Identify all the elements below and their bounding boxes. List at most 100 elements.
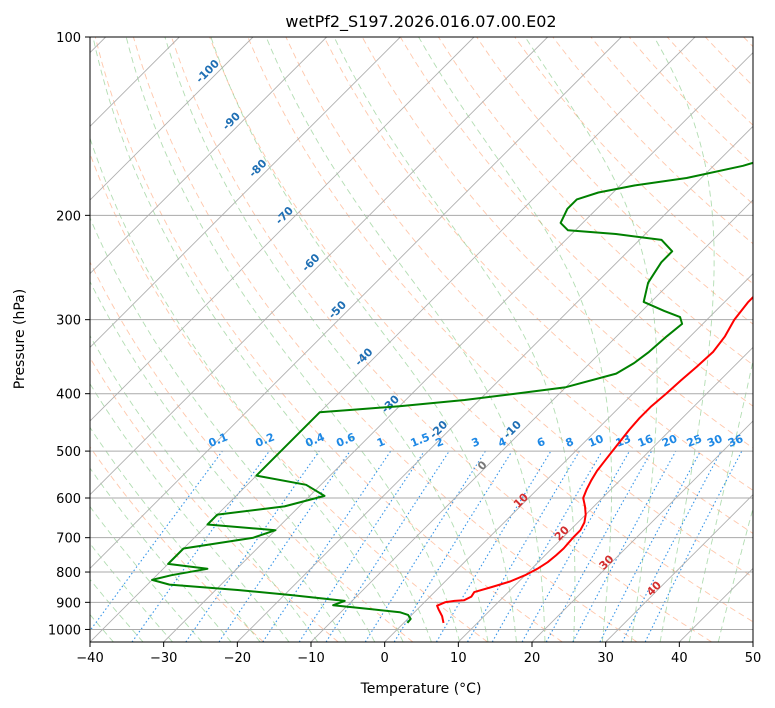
isotherm-line xyxy=(90,37,401,348)
mixing-ratio-line xyxy=(521,450,630,642)
isotherm-line xyxy=(310,199,753,642)
dry-adiabat-line xyxy=(247,37,753,578)
mixing-ratio-label: 0.2 xyxy=(254,431,277,450)
moist-adiabat-line xyxy=(90,426,261,642)
isotherm-line xyxy=(90,37,548,496)
axis-ticks: −40 −30 −20 −10 0 10 20 30 40 5010020030040050060… xyxy=(48,31,761,666)
mixing-ratio-line xyxy=(545,450,653,642)
dry-adiabat-line xyxy=(90,356,339,642)
dry-adiabat-line xyxy=(171,37,712,642)
mixing-ratio-line xyxy=(218,450,351,642)
temperature-profile-line xyxy=(436,295,753,624)
mixing-ratio-label: 8 xyxy=(564,435,576,450)
isotherm-label: -20 xyxy=(427,418,450,441)
isotherm-line xyxy=(679,567,753,642)
x-tick-label: 50 xyxy=(745,651,762,666)
mixing-ratio-line xyxy=(325,450,450,642)
mixing-ratio-label: 2 xyxy=(433,435,445,450)
x-tick-label: −30 xyxy=(150,651,177,666)
x-tick-label: −40 xyxy=(76,651,103,666)
mixing-ratio-line xyxy=(131,450,270,642)
x-tick-label: 30 xyxy=(597,651,614,666)
isotherm-line xyxy=(237,125,753,642)
mixing-ratio-label: 10 xyxy=(586,432,605,450)
moist-adiabat-line xyxy=(92,37,432,642)
mixing-ratio-line xyxy=(185,450,320,642)
isotherm-label: -40 xyxy=(352,345,375,368)
y-tick-label: 500 xyxy=(56,445,81,460)
mixing-ratio-line xyxy=(262,450,392,642)
moist-adiabat-line xyxy=(164,37,489,642)
moist-adiabat-label: 40 xyxy=(644,578,664,598)
profile-lines xyxy=(151,161,753,624)
isotherm-line xyxy=(605,494,753,642)
isotherm-label: -70 xyxy=(273,204,296,227)
x-tick-label: 20 xyxy=(524,651,541,666)
moist-adiabat-line xyxy=(90,542,173,642)
x-tick-label: 40 xyxy=(671,651,688,666)
isotherm-line xyxy=(90,37,254,201)
x-tick-label: −20 xyxy=(224,651,251,666)
moist-adiabat-label: 20 xyxy=(552,523,572,543)
dry-adiabat-line xyxy=(94,37,563,642)
moist-adiabat-line xyxy=(418,37,613,642)
mixing-ratio-line xyxy=(599,450,701,642)
x-tick-label: −10 xyxy=(297,651,324,666)
dry-adiabat-line xyxy=(209,37,753,623)
moist-adiabat-line xyxy=(90,578,144,642)
moist-adiabat-line xyxy=(524,37,658,642)
isotherm-label: -100 xyxy=(193,57,222,86)
moist-adiabat-line xyxy=(90,136,404,642)
dry-adiabat-line xyxy=(90,446,264,642)
mixing-ratio-label: 36 xyxy=(726,432,745,450)
y-tick-label: 100 xyxy=(56,31,81,46)
mixing-ratio-label: 0.4 xyxy=(304,430,327,449)
isotherm-label: -30 xyxy=(379,392,402,415)
mixing-ratio-line xyxy=(644,450,743,642)
moist-adiabat-line xyxy=(210,37,517,642)
dry-adiabat-line xyxy=(704,37,753,87)
chart-title: wetPf2_S197.2026.016.07.00.E02 xyxy=(285,12,556,32)
dry-adiabat-line xyxy=(590,37,753,205)
dry-adiabat-line xyxy=(90,261,414,642)
plot-frame xyxy=(89,36,754,643)
mixing-ratio-label: 20 xyxy=(660,432,679,450)
moist-adiabat-label: 30 xyxy=(597,552,617,572)
mixing-ratio-label: 3 xyxy=(470,435,482,450)
y-tick-label: 1000 xyxy=(48,623,81,638)
isotherm-line xyxy=(458,346,753,642)
mixing-ratio-label: 16 xyxy=(636,432,655,450)
mixing-ratio-label: 0.1 xyxy=(207,431,230,450)
moist-adiabat-line xyxy=(90,280,347,642)
mixing-ratio-line xyxy=(364,450,486,642)
isotherm-label: -60 xyxy=(299,251,322,274)
moist-adiabat-line xyxy=(90,334,319,642)
dry-adiabat-line xyxy=(514,37,753,285)
dry-adiabat-line xyxy=(476,37,753,325)
dry-adiabat-line xyxy=(323,37,753,491)
y-tick-label: 400 xyxy=(56,388,81,403)
isotherm-line xyxy=(163,52,753,642)
moist-adiabat-line xyxy=(653,37,715,642)
mixing-ratio-line xyxy=(298,450,425,642)
isotherm-line xyxy=(90,37,622,569)
mixing-ratio-line xyxy=(572,450,677,642)
mixing-ratio-label: 13 xyxy=(614,432,633,450)
mixing-ratio-line xyxy=(90,450,223,632)
y-tick-label: 300 xyxy=(56,314,81,329)
y-tick-label: 200 xyxy=(56,209,81,224)
moist-adiabat-line xyxy=(90,505,203,642)
moist-adiabat-line xyxy=(333,37,576,642)
moist-adiabat-line xyxy=(90,383,290,642)
x-tick-label: 10 xyxy=(450,651,467,666)
isotherm-label: -50 xyxy=(326,298,349,321)
isotherm-line xyxy=(384,273,753,642)
mixing-ratio-label: 0.6 xyxy=(334,430,357,449)
isotherm-line xyxy=(90,37,475,422)
isotherm-label: -90 xyxy=(220,109,243,132)
reference-line-labels: 0.1 0.2 0.4 0.6 1 1.5 2 3 4 6 8 10 13 16 20 25 30 36-100-… xyxy=(193,57,745,599)
moist-adiabat-line xyxy=(90,216,376,642)
x-axis-label: Temperature (°C) xyxy=(360,681,482,697)
y-tick-label: 600 xyxy=(56,492,81,507)
